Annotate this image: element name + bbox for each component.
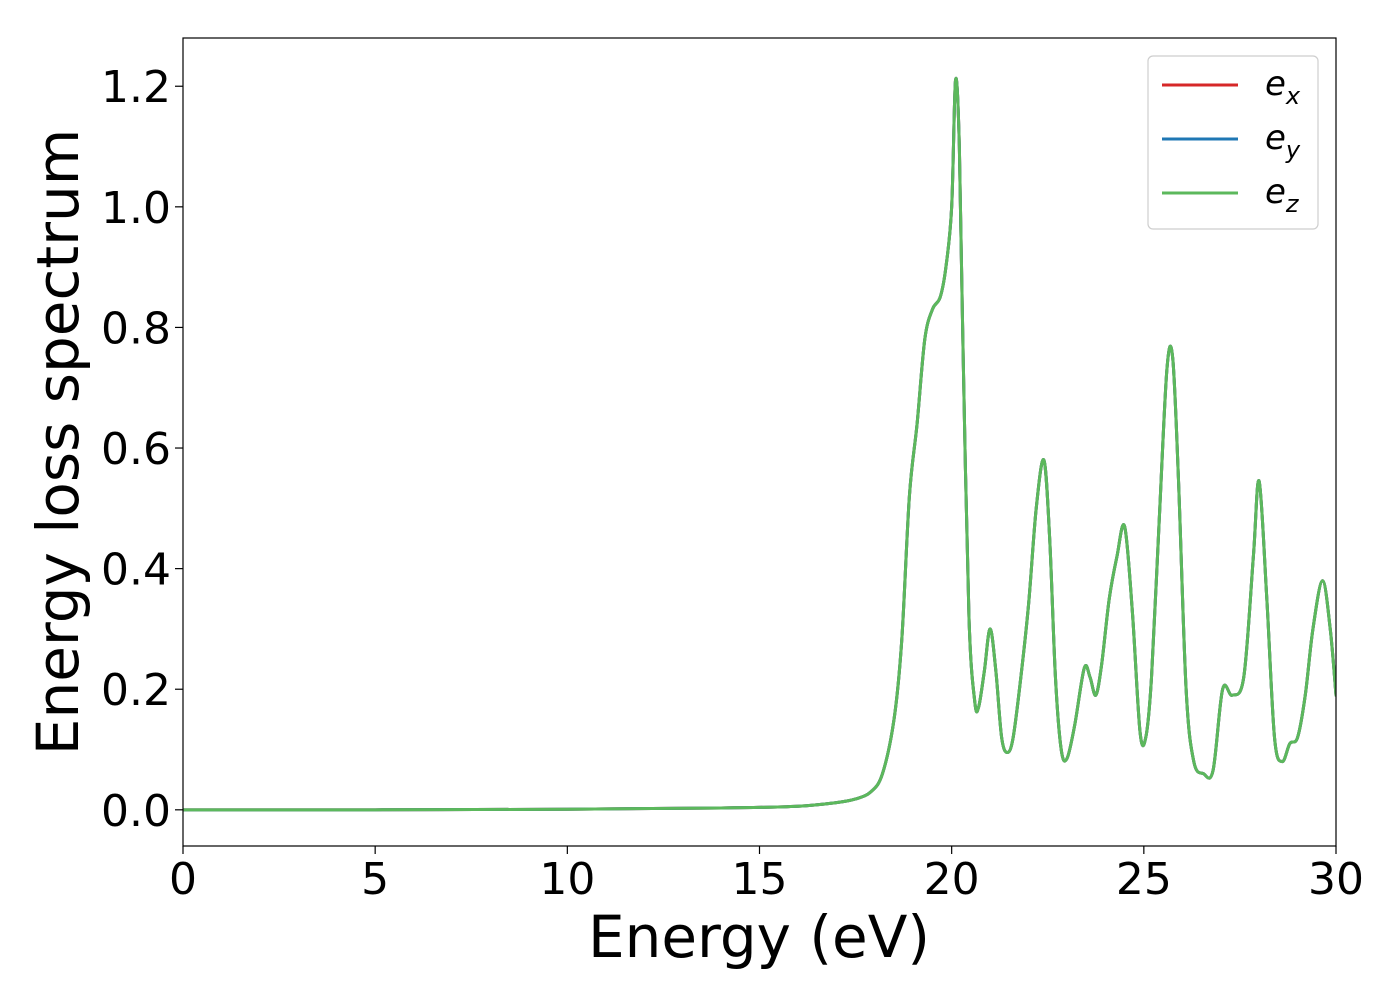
y-tick-label: 1.0 [101, 183, 171, 234]
x-tick-label: 15 [732, 854, 788, 905]
x-tick-label: 20 [924, 854, 980, 905]
legend: ex ey ez [1147, 55, 1319, 230]
y-tick-label: 0.8 [101, 303, 171, 354]
x-tick-label: 30 [1308, 854, 1364, 905]
x-axis-label: Energy (eV) [588, 903, 930, 971]
y-tick-label: 0.2 [101, 665, 171, 716]
legend-label-e-y: ey [1265, 118, 1301, 164]
x-axis-ticks: 0 5 10 15 20 25 30 [169, 846, 1364, 905]
series-line-e-z [183, 76, 1336, 812]
x-tick-label: 5 [361, 854, 389, 905]
y-tick-label: 1.2 [101, 62, 171, 113]
x-tick-label: 10 [539, 854, 595, 905]
y-tick-label: 0.6 [101, 424, 171, 475]
legend-box [1147, 55, 1319, 230]
x-tick-label: 25 [1116, 854, 1172, 905]
x-tick-label: 0 [169, 854, 197, 905]
legend-label-e-x: ex [1265, 64, 1301, 110]
y-tick-label: 0.0 [101, 786, 171, 837]
series-layer [183, 76, 1336, 812]
legend-label-e-z: ez [1265, 172, 1300, 218]
y-axis-ticks: 0.0 0.2 0.4 0.6 0.8 1.0 1.2 [101, 62, 183, 837]
y-axis-label: Energy loss spectrum [24, 129, 92, 755]
y-tick-label: 0.4 [101, 545, 171, 596]
